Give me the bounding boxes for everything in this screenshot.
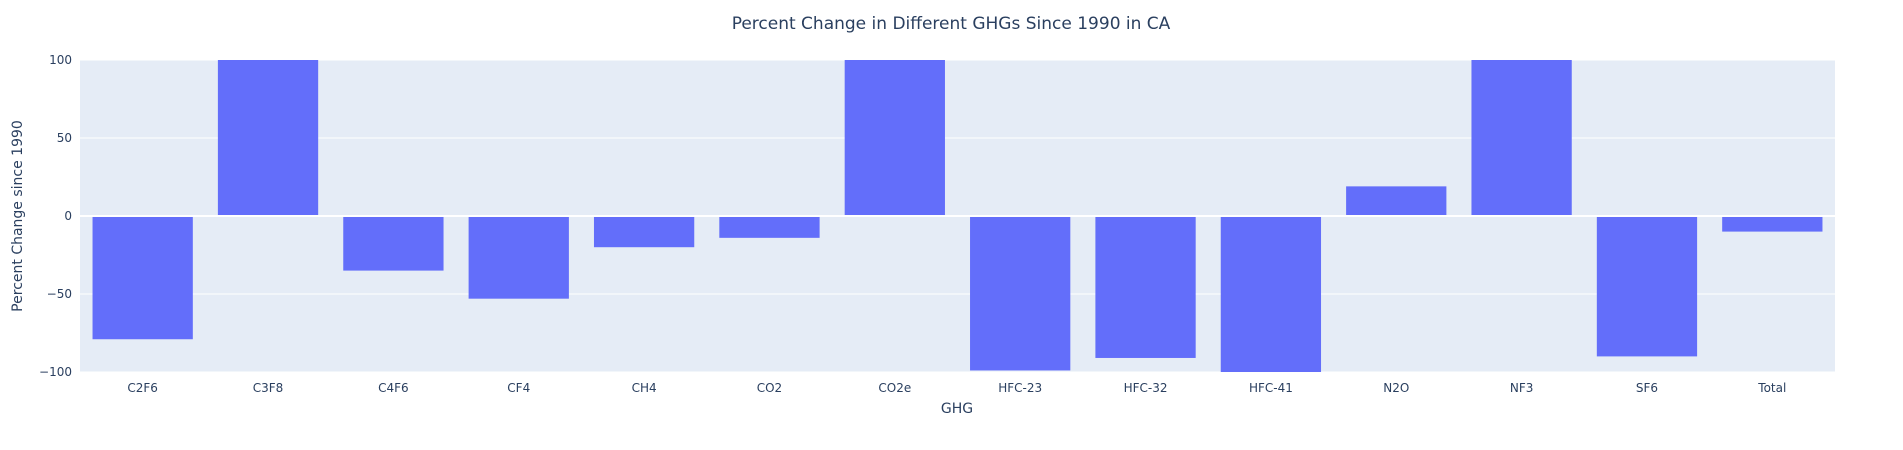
y-tick-label: −50: [47, 287, 72, 301]
x-axis-title: GHG: [941, 401, 973, 417]
bar-sf6[interactable]: [1596, 216, 1698, 357]
y-axis-title: Percent Change since 1990: [10, 120, 26, 312]
bar-nf3[interactable]: [1471, 60, 1572, 216]
x-tick-label: HFC-32: [1124, 381, 1168, 395]
x-tick-label: CF4: [507, 381, 530, 395]
x-tick-label: C4F6: [378, 381, 409, 395]
bar-c4f6[interactable]: [343, 216, 444, 271]
bar-co2[interactable]: [719, 216, 820, 238]
chart-title: Percent Change in Different GHGs Since 1…: [732, 14, 1171, 34]
x-tick-label: C3F8: [253, 381, 284, 395]
x-tick-label: N2O: [1383, 381, 1409, 395]
bar-ch4[interactable]: [593, 216, 695, 248]
bar-n2o[interactable]: [1346, 186, 1447, 216]
x-tick-label: HFC-41: [1249, 381, 1293, 395]
bar-c2f6[interactable]: [92, 216, 193, 340]
bar-co2e[interactable]: [844, 60, 945, 216]
y-tick-label: 50: [57, 131, 72, 145]
x-tick-label: SF6: [1636, 381, 1658, 395]
bar-hfc-23[interactable]: [970, 216, 1071, 371]
bar-total[interactable]: [1722, 216, 1823, 232]
x-tick-labels: C2F6 C3F8 C4F6 CF4 CH4 CO2 CO2e HFC-23 HFC-32 HFC…: [127, 381, 1786, 395]
bar-c3f8[interactable]: [217, 60, 319, 216]
y-tick-labels: −100 −50 0 50 100: [39, 53, 72, 379]
y-tick-label: −100: [39, 365, 72, 379]
bar-cf4[interactable]: [468, 216, 569, 299]
x-tick-label: CH4: [632, 381, 657, 395]
x-tick-label: NF3: [1510, 381, 1534, 395]
x-tick-label: CO2: [757, 381, 782, 395]
x-tick-label: HFC-23: [998, 381, 1042, 395]
x-tick-label: C2F6: [127, 381, 158, 395]
bar-hfc-32[interactable]: [1095, 216, 1196, 358]
y-tick-label: 0: [64, 209, 72, 223]
x-tick-label: CO2e: [878, 381, 911, 395]
bar-hfc-41[interactable]: [1220, 216, 1322, 372]
x-tick-label: Total: [1757, 381, 1786, 395]
y-tick-label: 100: [49, 53, 72, 67]
bars: [92, 60, 1823, 372]
